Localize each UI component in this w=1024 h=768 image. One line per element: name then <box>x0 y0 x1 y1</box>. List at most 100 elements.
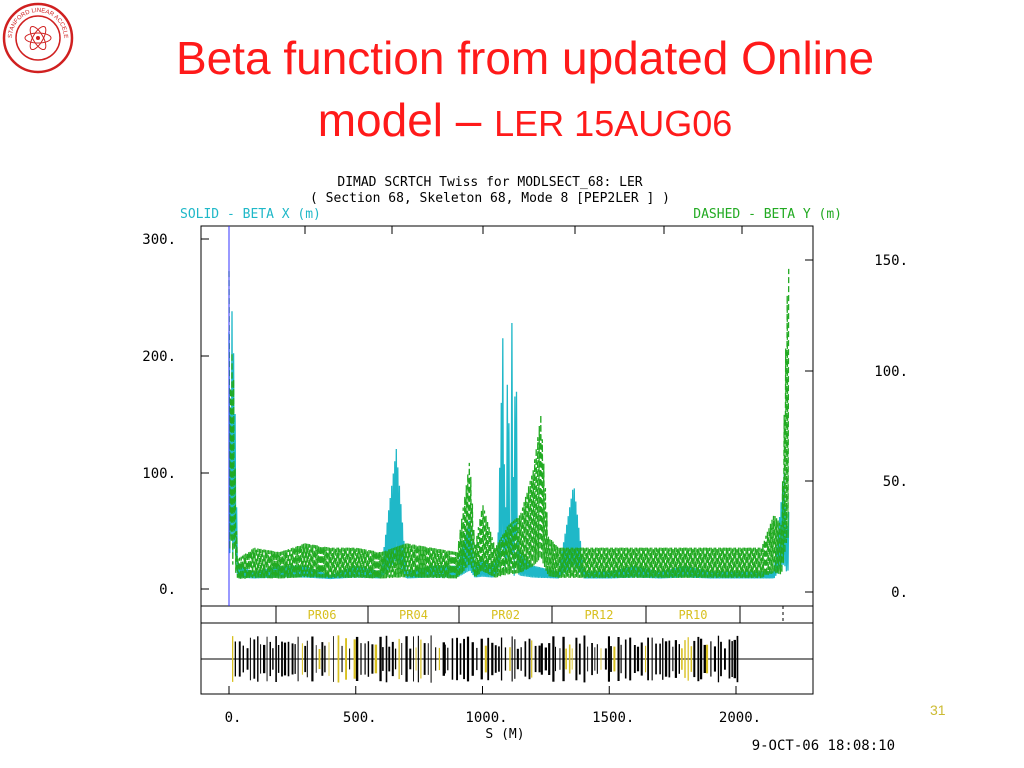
lattice-element <box>717 635 720 683</box>
data-series <box>228 268 790 580</box>
lattice-elements <box>232 635 739 683</box>
lattice-element <box>459 643 462 675</box>
lattice-element <box>328 642 330 676</box>
lattice-element <box>672 646 674 672</box>
lattice-element <box>415 647 417 671</box>
lattice-element <box>540 643 543 675</box>
lattice-element <box>674 640 677 678</box>
lattice-element <box>713 646 716 672</box>
lattice-element <box>565 648 567 670</box>
y-left-tick-label: 100. <box>142 466 176 482</box>
lattice-element <box>242 645 244 673</box>
y-right-tick-label: 150. <box>874 253 908 269</box>
lattice-element <box>575 637 578 681</box>
lattice-element <box>700 638 703 680</box>
lattice-element <box>398 638 400 680</box>
lattice-element <box>728 639 731 679</box>
lattice-element <box>260 644 262 674</box>
slide-title-line2: model – LER 15AUG06 <box>60 92 990 152</box>
lattice-element <box>659 643 661 675</box>
lattice-element <box>371 644 374 674</box>
plot-header-line2: ( Section 68, Skeleton 68, Mode 8 [PEP2L… <box>310 191 670 206</box>
lattice-element <box>613 646 616 672</box>
lattice-element <box>587 646 589 672</box>
lattice-element <box>281 641 283 677</box>
lattice-element <box>345 638 347 680</box>
lattice-element <box>318 649 321 669</box>
lattice-element <box>571 648 573 670</box>
lattice-element <box>681 648 683 670</box>
x-axis-label: S (M) <box>485 727 524 742</box>
lattice-element <box>257 636 259 682</box>
lattice-element <box>500 637 503 681</box>
lattice-element <box>321 642 324 676</box>
lattice-element <box>684 640 686 678</box>
lattice-element <box>447 647 449 671</box>
y-right-tick-label: 100. <box>874 364 908 380</box>
x-tick-label: 500. <box>343 710 377 726</box>
lattice-element <box>555 646 556 672</box>
x-tick-label: 2000. <box>719 710 761 726</box>
lattice-element <box>420 639 422 679</box>
title-ler-date: LER 15AUG06 <box>494 103 733 144</box>
lattice-element <box>651 637 653 681</box>
lattice-element <box>269 641 271 677</box>
y-left-tick-label: 200. <box>142 349 176 365</box>
lattice-element <box>388 646 391 672</box>
lattice-element <box>504 647 507 671</box>
lattice-element <box>355 636 359 681</box>
lattice-element <box>524 641 527 677</box>
lattice-element <box>629 637 632 681</box>
lattice-element <box>246 648 249 670</box>
lattice-element <box>600 648 602 670</box>
lattice-element <box>463 638 465 680</box>
lattice-element <box>471 642 474 676</box>
lattice-element <box>291 643 294 675</box>
date-stamp: 9-OCT-06 18:08:10 <box>752 738 895 754</box>
lattice-element <box>430 635 432 683</box>
lattice-element <box>391 641 394 677</box>
y-left-tick-label: 0. <box>159 582 176 598</box>
lattice-element <box>610 646 612 672</box>
lattice-element <box>445 644 446 674</box>
lattice-element <box>367 641 370 677</box>
lattice-element <box>487 637 490 681</box>
lattice-element <box>578 643 581 675</box>
lattice-element <box>624 639 627 679</box>
lattice-element <box>640 642 643 676</box>
lattice-element <box>509 647 511 671</box>
lattice-element <box>538 645 541 673</box>
lattice-element <box>466 636 470 682</box>
lattice-element <box>552 636 555 682</box>
lattice-element <box>476 647 478 671</box>
lattice-element <box>664 641 668 677</box>
lattice-element <box>520 647 522 671</box>
slide-title-line1: Beta function from updated Online <box>175 32 875 84</box>
lattice-element <box>435 647 437 671</box>
section-labels: PR06 PR04 PR02 PR12 PR10 <box>275 606 784 623</box>
lattice-element <box>275 636 277 682</box>
lattice-element <box>324 645 326 673</box>
x-tick-label: 0. <box>225 710 242 726</box>
lattice-element <box>409 648 412 670</box>
lattice-element <box>645 645 647 673</box>
lattice-element <box>272 648 274 670</box>
lattice-element <box>311 636 314 682</box>
lattice-element <box>442 642 445 676</box>
lattice-element <box>304 645 307 673</box>
legend-beta-x: SOLID - BETA X (m) <box>180 207 321 222</box>
lattice-element <box>263 644 266 674</box>
plot-header-line1: DIMAD SCRTCH Twiss for MODLSECT_68: LER <box>337 175 642 190</box>
lattice-element <box>516 648 519 670</box>
title-model: model – <box>317 94 495 146</box>
lattice-element <box>531 640 533 678</box>
lattice-element <box>349 648 351 670</box>
lattice-element <box>374 644 378 674</box>
section-label: PR02 <box>491 608 520 622</box>
y-right-tick-label: 50. <box>883 474 908 490</box>
lattice-element <box>636 646 640 672</box>
lattice-element <box>559 648 561 670</box>
beta-y-line <box>228 268 790 580</box>
slac-seal-logo: STANFORD LINEAR ACCELERATOR CENTER <box>2 2 74 74</box>
